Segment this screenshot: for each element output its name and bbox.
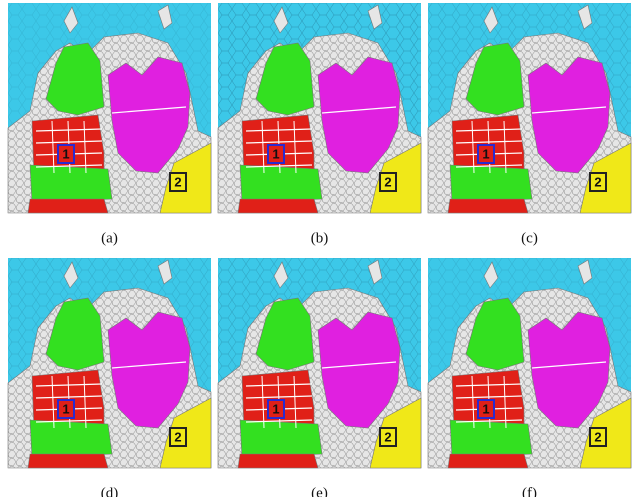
panel-caption: (c) (521, 230, 538, 246)
green-south (450, 420, 532, 458)
panel-caption: (d) (101, 485, 119, 497)
red-south (238, 454, 318, 468)
red-south (448, 199, 528, 213)
red-south (448, 454, 528, 468)
map-panel: 12 (8, 3, 211, 213)
panel-caption: (a) (101, 230, 118, 246)
marker-label: 2 (384, 174, 391, 189)
map-panel: 12 (428, 258, 631, 468)
marker-label: 2 (594, 174, 601, 189)
red-south (28, 454, 108, 468)
figure: 12(a)12(b)12(c)12(d)12(e)12(f) (0, 0, 632, 497)
panel-caption: (f) (522, 485, 537, 497)
panel-caption: (e) (311, 485, 328, 497)
marker-label: 1 (272, 146, 279, 161)
marker-label: 1 (272, 401, 279, 416)
marker-label: 1 (482, 146, 489, 161)
panel-caption: (b) (311, 230, 329, 246)
map-panel: 12 (218, 258, 421, 468)
green-south (450, 165, 532, 203)
map-panel: 12 (218, 3, 421, 213)
marker-label: 2 (174, 174, 181, 189)
red-south (28, 199, 108, 213)
green-south (240, 420, 322, 458)
marker-label: 2 (594, 429, 601, 444)
marker-label: 1 (62, 401, 69, 416)
page: {"panels": [ {"label": "(a)", "markers":… (0, 0, 632, 497)
green-south (240, 165, 322, 203)
red-south (238, 199, 318, 213)
green-south (30, 165, 112, 203)
marker-label: 2 (384, 429, 391, 444)
map-panel: 12 (8, 258, 211, 468)
marker-label: 1 (482, 401, 489, 416)
green-south (30, 420, 112, 458)
map-panel: 12 (428, 3, 631, 213)
marker-label: 1 (62, 146, 69, 161)
marker-label: 2 (174, 429, 181, 444)
